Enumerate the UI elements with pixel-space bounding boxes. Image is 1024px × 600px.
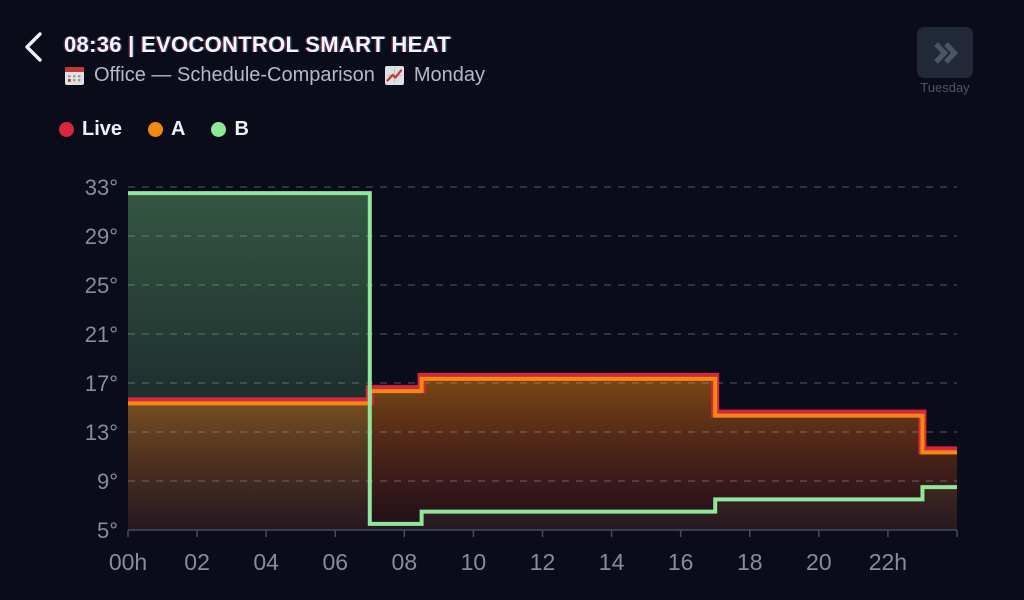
x-tick-label: 12	[530, 549, 556, 575]
legend-dot	[148, 122, 164, 137]
x-tick-label: 16	[668, 549, 694, 575]
back-button[interactable]	[20, 30, 48, 64]
chart-trend-icon	[384, 65, 404, 85]
subtitle-zone-mode: Office — Schedule-Comparison	[94, 63, 375, 86]
next-day-button[interactable]	[917, 27, 973, 78]
x-tick-label: 22h	[869, 549, 907, 575]
y-tick-label: 13°	[85, 420, 118, 445]
series-areas	[128, 193, 957, 530]
y-tick-label: 33°	[85, 175, 118, 200]
y-tick-label: 17°	[85, 371, 118, 396]
y-tick-label: 9°	[97, 469, 118, 494]
y-tick-label: 21°	[85, 322, 118, 347]
legend-item-live[interactable]: Live	[59, 118, 122, 141]
gridlines	[128, 186, 957, 482]
x-axis-labels: 00h 02 04 06 08 10 12 14 16 18 20 22h	[109, 549, 907, 575]
x-axis	[127, 529, 958, 537]
chevron-left-icon	[25, 32, 42, 62]
calendar-icon	[65, 66, 84, 85]
legend-label: Live	[82, 118, 123, 140]
legend-item-a[interactable]: A	[148, 118, 185, 141]
chevron-double-right-icon	[934, 41, 959, 64]
y-tick-label: 29°	[85, 224, 118, 249]
x-tick-label: 14	[599, 549, 625, 575]
subtitle-day: Monday	[413, 63, 486, 86]
legend-dot	[211, 122, 227, 137]
legend-item-b[interactable]: B	[211, 118, 249, 141]
x-tick-label: 18	[737, 549, 763, 575]
x-tick-label: 08	[392, 549, 418, 575]
y-tick-label: 25°	[85, 273, 118, 298]
y-axis-labels: 33° 29° 25° 21° 17° 13° 9° 5°	[85, 175, 118, 543]
y-tick-label: 5°	[97, 518, 118, 543]
breadcrumb-subtitle: Office — Schedule-Comparison Monday	[64, 62, 485, 88]
x-tick-label: 20	[806, 549, 832, 575]
series-b-line	[128, 191, 957, 526]
x-tick-label: 00h	[109, 549, 147, 575]
legend-dot	[59, 122, 74, 137]
legend-label: A	[171, 118, 186, 140]
x-tick-label: 02	[184, 549, 210, 575]
x-tick-label: 10	[461, 549, 487, 575]
x-tick-label: 06	[322, 549, 348, 575]
series-lines	[128, 191, 957, 526]
next-day-label: Tuesday	[920, 80, 970, 95]
page-title: 08:36 | EVOCONTROL SMART HEAT	[64, 32, 451, 57]
chart-legend: Live A B	[59, 118, 249, 141]
x-tick-label: 04	[253, 549, 279, 575]
legend-label: B	[234, 118, 249, 140]
